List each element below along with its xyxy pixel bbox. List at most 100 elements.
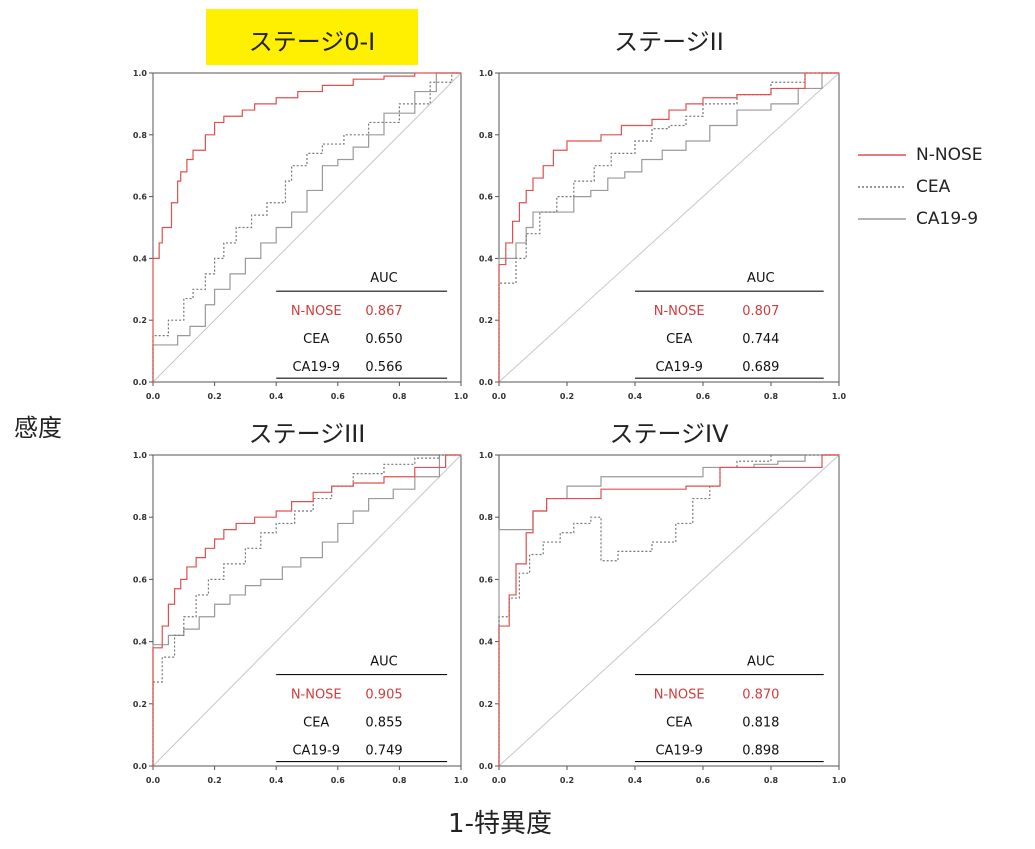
y-tick-label: 1.0 [479,451,494,460]
auc-row-name: CEA [666,716,692,731]
roc-curve-n-nose [152,72,461,382]
legend-label-ca19-9: CA19-9 [916,209,979,229]
roc-curve-ca19-9 [498,72,839,382]
plot-frame [498,72,840,383]
x-tick-label: 0.2 [208,776,222,785]
auc-row-name: N-NOSE [291,688,342,703]
y-tick-label: 0.2 [479,316,493,325]
x-tick-label: 1.0 [832,392,847,401]
roc-panel-2: ステージII 0.0 0.2 0.4 0.6 0.8 1.0 0.0 0.2 0.4 0.6 0.8 1… [479,28,847,401]
auc-row-value: 0.566 [365,360,402,375]
x-tick-label: 0.8 [392,776,407,785]
auc-row-value: 0.689 [742,360,779,375]
y-tick-label: 0.2 [133,316,147,325]
auc-row-name: N-NOSE [654,688,705,703]
auc-row-value: 0.855 [365,716,402,731]
auc-row-value: 0.870 [742,688,779,703]
auc-row-name: CEA [666,332,692,347]
x-tick-label: 0.0 [146,776,161,785]
auc-row-name: CA19-9 [292,360,339,375]
panel-title: ステージ0-I [249,28,376,56]
x-tick-label: 0.0 [146,392,161,401]
roc-curve-ca19-9 [152,72,461,382]
legend-label-cea: CEA [916,177,951,197]
x-tick-label: 0.2 [560,392,574,401]
title-highlight [206,9,418,65]
x-tick-label: 1.0 [832,776,847,785]
roc-curve-cea [498,454,839,766]
x-axis-label: 1-特異度 [448,809,552,839]
y-axis-label: 感度 [14,414,62,442]
auc-row-value: 0.898 [742,744,779,759]
x-tick-label: 0.6 [696,392,711,401]
diagonal-reference-line [152,72,462,383]
y-tick-label: 0.6 [479,193,494,202]
y-tick-label: 0.6 [133,575,148,584]
y-tick-label: 0.2 [133,700,147,709]
y-tick-label: 0.8 [479,131,494,140]
y-tick-label: 1.0 [133,451,148,460]
auc-row-name: N-NOSE [291,304,342,319]
legend-item-n-nose: N-NOSE [858,140,1033,172]
x-tick-label: 0.2 [208,392,222,401]
x-tick-label: 0.6 [696,776,711,785]
auc-header: AUC [747,655,775,670]
y-tick-label: 0.0 [133,378,148,387]
auc-row-name: CA19-9 [655,744,702,759]
auc-header: AUC [370,271,398,286]
auc-row-value: 0.650 [365,332,402,347]
x-tick-label: 0.6 [331,392,346,401]
roc-curve-ca19-9 [152,454,461,766]
panel-title: ステージII [614,28,724,56]
plot-frame [152,72,462,383]
x-tick-label: 0.0 [492,776,507,785]
roc-curve-n-nose [498,454,839,766]
x-tick-label: 0.4 [628,776,643,785]
y-tick-label: 0.4 [479,254,494,263]
panel-title: ステージIII [249,420,366,448]
y-tick-label: 0.8 [479,513,494,522]
y-tick-label: 1.0 [133,69,148,78]
legend-swatch-ca19-9 [858,218,906,220]
auc-header: AUC [747,271,775,286]
x-tick-label: 0.4 [628,392,643,401]
legend-label-n-nose: N-NOSE [916,145,983,165]
auc-row-value: 0.905 [365,688,402,703]
y-tick-label: 0.8 [133,131,148,140]
diagonal-reference-line [152,454,462,767]
auc-row-name: CA19-9 [655,360,702,375]
roc-curve-cea [498,72,839,382]
y-tick-label: 0.2 [479,700,493,709]
x-tick-label: 0.8 [764,392,779,401]
x-tick-label: 0.8 [764,776,779,785]
y-tick-label: 0.0 [133,762,148,771]
auc-row-name: CEA [303,332,329,347]
auc-row-name: N-NOSE [654,304,705,319]
y-tick-label: 0.8 [133,513,148,522]
auc-row-value: 0.744 [742,332,779,347]
y-tick-label: 0.0 [479,762,494,771]
auc-row-name: CA19-9 [292,744,339,759]
x-tick-label: 0.0 [492,392,507,401]
roc-panel-1: ステージ0-I 0.0 0.2 0.4 0.6 0.8 1.0 0.0 0.2 0.4 0.6 0.8… [133,9,469,401]
legend-item-cea: CEA [858,172,1033,204]
y-tick-label: 0.4 [133,638,148,647]
roc-curve-cea [152,454,461,766]
y-tick-label: 0.6 [479,575,494,584]
y-tick-label: 0.6 [133,193,148,202]
legend-swatch-n-nose [858,154,906,156]
legend: N-NOSE CEA CA19-9 [858,140,1033,236]
y-tick-label: 0.4 [133,254,148,263]
auc-header: AUC [370,655,398,670]
x-tick-label: 1.0 [454,392,469,401]
x-tick-label: 0.4 [269,392,284,401]
auc-row-value: 0.749 [365,744,402,759]
x-tick-label: 0.8 [392,392,407,401]
x-tick-label: 1.0 [454,776,469,785]
auc-row-value: 0.807 [742,304,779,319]
y-tick-label: 0.4 [479,638,494,647]
y-tick-label: 1.0 [479,69,494,78]
auc-row-value: 0.867 [365,304,402,319]
